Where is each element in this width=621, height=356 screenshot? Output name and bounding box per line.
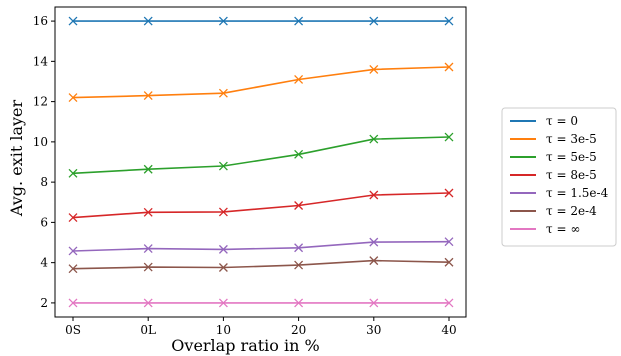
y-tick-label: 4 xyxy=(40,256,48,270)
data-point-marker xyxy=(444,237,454,247)
data-point-marker xyxy=(294,75,304,84)
legend-label: τ = 5e-5 xyxy=(546,150,597,164)
y-tick-label: 12 xyxy=(33,95,48,109)
series-2 xyxy=(68,132,454,178)
data-point-marker xyxy=(369,16,379,26)
data-point-marker xyxy=(68,246,78,256)
x-tick-label: 0L xyxy=(140,323,156,337)
x-tick-label: 40 xyxy=(441,323,456,337)
data-point-marker xyxy=(68,264,78,274)
data-point-marker xyxy=(218,207,228,217)
data-point-marker xyxy=(143,262,153,272)
data-point-marker xyxy=(444,298,454,308)
series-line xyxy=(72,259,450,270)
data-point-marker xyxy=(294,201,304,210)
series-4 xyxy=(68,237,454,256)
legend-entry: τ = 5e-5 xyxy=(510,150,597,164)
axes: 0S 0L 10 20 30 40 2 4 6 8 10 12 14 16 xyxy=(33,6,467,337)
y-tick-label: 14 xyxy=(33,54,49,68)
series-5 xyxy=(68,256,454,274)
data-point-marker xyxy=(143,164,153,174)
data-point-marker xyxy=(294,298,304,308)
legend-label: τ = 1.5e-4 xyxy=(546,186,609,200)
data-point-marker xyxy=(294,149,304,159)
data-point-marker xyxy=(294,16,304,26)
y-tick-label: 10 xyxy=(33,135,48,149)
x-tick-label: 30 xyxy=(366,323,381,337)
data-point-marker xyxy=(218,88,228,98)
data-point-marker xyxy=(143,244,153,254)
data-point-marker xyxy=(369,256,379,266)
legend-label: τ = 2e-4 xyxy=(546,204,597,218)
series-line xyxy=(72,136,450,175)
data-point-marker xyxy=(68,213,78,223)
data-point-marker xyxy=(444,16,454,26)
data-point-marker xyxy=(294,260,304,270)
legend: τ = 0 τ = 3e-5 τ = 5e-5 τ = 8e-5 τ = 1.5e-4 τ… xyxy=(501,107,617,247)
x-axis-title: Overlap ratio in % xyxy=(171,336,319,355)
data-point-marker xyxy=(369,190,379,200)
data-point-marker xyxy=(68,298,78,308)
data-point-marker xyxy=(143,298,153,308)
data-point-marker xyxy=(444,257,454,267)
legend-label: τ = 0 xyxy=(546,114,578,128)
data-point-marker xyxy=(218,244,228,254)
y-axis-title: Avg. exit layer xyxy=(7,100,26,218)
legend-label: τ = ∞ xyxy=(546,222,580,236)
data-point-marker xyxy=(68,93,78,103)
y-tick-label: 16 xyxy=(33,14,48,28)
data-point-marker xyxy=(143,16,153,26)
series-3 xyxy=(68,188,454,223)
data-point-marker xyxy=(369,298,379,308)
legend-entry: τ = 8e-5 xyxy=(510,168,597,182)
legend-entry: τ = 1.5e-4 xyxy=(510,186,609,200)
data-point-marker xyxy=(218,161,228,171)
data-point-marker xyxy=(444,132,454,142)
legend-label: τ = 8e-5 xyxy=(546,168,597,182)
y-tick-label: 2 xyxy=(40,296,48,310)
data-point-marker xyxy=(369,64,379,74)
x-tick-label: 20 xyxy=(291,323,306,337)
data-point-marker xyxy=(444,188,454,198)
series-line xyxy=(72,240,450,252)
series-1 xyxy=(68,62,454,103)
plot-frame xyxy=(54,6,467,318)
data-point-marker xyxy=(68,168,78,178)
series-line xyxy=(72,66,450,99)
data-point-marker xyxy=(218,263,228,272)
plot-area xyxy=(68,16,454,308)
x-tick-label: 0S xyxy=(65,323,81,337)
legend-entry: τ = 0 xyxy=(510,114,578,128)
data-point-marker xyxy=(143,91,153,101)
data-point-marker xyxy=(444,62,454,72)
data-point-marker xyxy=(143,207,153,217)
y-tick-label: 6 xyxy=(40,215,48,229)
data-point-marker xyxy=(369,237,379,247)
legend-label: τ = 3e-5 xyxy=(546,132,597,146)
series-6 xyxy=(68,298,454,308)
data-point-marker xyxy=(218,298,228,308)
data-point-marker xyxy=(68,16,78,26)
legend-entry: τ = ∞ xyxy=(510,222,580,236)
x-tick-label: 10 xyxy=(216,323,231,337)
data-point-marker xyxy=(369,134,379,144)
legend-entry: τ = 3e-5 xyxy=(510,132,597,146)
data-point-marker xyxy=(294,243,304,253)
y-tick-label: 8 xyxy=(40,175,48,189)
series-0 xyxy=(68,16,454,26)
data-point-marker xyxy=(218,16,228,26)
series-line xyxy=(72,192,450,219)
legend-entry: τ = 2e-4 xyxy=(510,204,597,218)
